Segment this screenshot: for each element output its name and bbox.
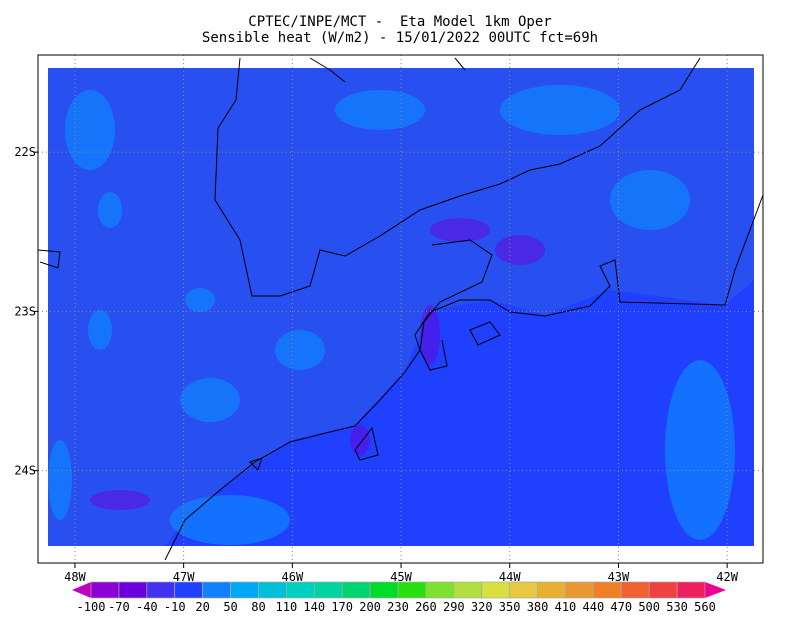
chart-subtitle: Sensible heat (W/m2) - 15/01/2022 00UTC … — [201, 30, 599, 46]
warm-patch — [88, 310, 112, 350]
colorbar-label: 560 — [694, 600, 716, 614]
colorbar-label: 110 — [276, 600, 298, 614]
colorbar-box — [118, 581, 148, 599]
lat-tick-label: 24S — [14, 464, 36, 478]
coastline-segment — [37, 249, 61, 269]
lon-tick-label: 47W — [173, 570, 195, 584]
warm-patch — [500, 85, 620, 135]
lat-tick-label: 22S — [14, 145, 36, 159]
warm-patch — [665, 360, 735, 540]
colorbar-box — [648, 581, 678, 599]
colorbar-label: 50 — [223, 600, 237, 614]
warm-patch — [180, 378, 240, 422]
colorbar-under-triangle — [72, 582, 91, 598]
lon-tick-label: 44W — [499, 570, 521, 584]
colorbar-label: -40 — [136, 600, 158, 614]
axis-ticks: 48W 47W 46W 45W 44W 43W 42W 22S 23S 24S — [14, 145, 738, 584]
colorbar-box — [146, 581, 176, 599]
colorbar-box — [369, 581, 399, 599]
colorbar-box — [341, 581, 371, 599]
lon-tick-label: 48W — [64, 570, 86, 584]
coastline-segment — [164, 194, 764, 561]
colorbar-box — [565, 581, 594, 599]
lon-tick-label: 45W — [390, 570, 412, 584]
coastline-segment — [309, 57, 346, 83]
colorbar-box — [509, 581, 538, 599]
cool-patch — [430, 218, 490, 242]
colorbar-label: 470 — [610, 600, 632, 614]
cool-patch — [495, 235, 545, 265]
chart-title: CPTEC/INPE/MCT - Eta Model 1km Oper — [248, 14, 552, 30]
colorbar-label: 500 — [638, 600, 660, 614]
colorbar-box — [90, 581, 120, 599]
warm-patch — [65, 90, 115, 170]
colorbar-label: 140 — [303, 600, 325, 614]
cool-patch — [90, 490, 150, 510]
warm-patch — [98, 192, 122, 228]
lon-tick-label: 46W — [282, 570, 304, 584]
colorbar-label: 80 — [251, 600, 265, 614]
colorbar: -100 -70 -40 -10 20 50 80 110 140 170 200 230 260 290… — [72, 581, 726, 614]
lat-lon-grid — [38, 55, 763, 563]
warm-patch — [48, 440, 72, 520]
colorbar-label: 200 — [359, 600, 381, 614]
lon-tick-label: 43W — [608, 570, 630, 584]
warm-patch — [170, 495, 290, 545]
colorbar-box — [481, 581, 510, 599]
coastline — [37, 57, 764, 561]
colorbar-label: 320 — [471, 600, 493, 614]
coastline-segment — [249, 457, 263, 471]
lat-tick-label: 23S — [14, 304, 36, 318]
colorbar-label: 440 — [583, 600, 605, 614]
colorbar-label: 410 — [555, 600, 577, 614]
colorbar-box — [258, 581, 287, 599]
cool-patch — [350, 425, 370, 455]
coastline-segment — [469, 321, 501, 346]
colorbar-box — [453, 581, 483, 599]
colorbar-box — [537, 581, 566, 599]
colorbar-label: -10 — [164, 600, 186, 614]
colorbar-label: 350 — [499, 600, 521, 614]
colorbar-box — [593, 581, 622, 599]
colorbar-label: 20 — [195, 600, 209, 614]
colorbar-over-triangle — [705, 582, 726, 598]
coastline-segment — [354, 426, 379, 461]
coastline-segment — [214, 57, 701, 297]
colorbar-box — [425, 581, 455, 599]
colorbar-label: 380 — [527, 600, 549, 614]
warm-patch — [185, 288, 215, 312]
lon-tick-label: 42W — [716, 570, 738, 584]
colorbar-box — [202, 581, 231, 599]
colorbar-label: 290 — [443, 600, 465, 614]
colorbar-label: -100 — [77, 600, 106, 614]
colorbar-box — [286, 581, 315, 599]
colorbar-label: 260 — [415, 600, 437, 614]
colorbar-box — [230, 581, 259, 599]
coastline-segment — [454, 57, 466, 71]
colorbar-box — [397, 581, 427, 599]
warm-patch — [275, 330, 325, 370]
colorbar-label: 170 — [331, 600, 353, 614]
map-frame — [37, 54, 764, 564]
colorbar-box — [620, 581, 650, 599]
colorbar-label: -70 — [108, 600, 130, 614]
colorbar-label: 230 — [387, 600, 409, 614]
colorbar-box — [676, 581, 706, 599]
colorbar-box — [174, 581, 203, 599]
warm-patch — [335, 90, 425, 130]
coastline-segment — [419, 239, 493, 371]
colorbar-label: 530 — [666, 600, 688, 614]
ocean-field — [165, 280, 754, 546]
colorbar-box — [313, 581, 343, 599]
warm-patch — [610, 170, 690, 230]
